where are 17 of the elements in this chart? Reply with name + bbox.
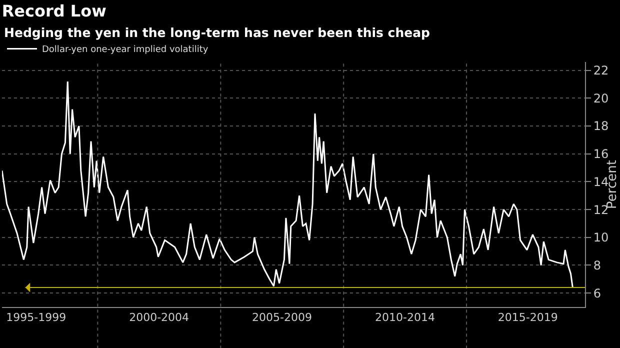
y-tick-label: 18 — [593, 119, 609, 134]
y-tick-label: 20 — [593, 91, 609, 106]
y-tick-label: 22 — [593, 64, 609, 78]
y-tick-label: 8 — [593, 258, 602, 272]
y-tick-label: 10 — [593, 230, 609, 245]
y-tick-label: 16 — [593, 147, 609, 162]
chart-subtitle: Hedging the yen in the long-term has never been this cheap — [4, 25, 430, 40]
chart-title: Record Low — [2, 1, 107, 20]
line-series — [2, 80, 574, 288]
y-tick-label: 6 — [593, 286, 602, 300]
x-tick-label: 2015-2019 — [498, 311, 558, 324]
legend-label: Dollar-yen one-year implied volatility — [42, 45, 209, 56]
x-tick-label: 1995-1999 — [6, 311, 66, 324]
x-tick-label: 2000-2004 — [129, 311, 190, 324]
x-tick-label: 2010-2014 — [374, 311, 435, 324]
y-tick-label: 14 — [593, 174, 609, 189]
x-tick-label: 2005-2009 — [252, 311, 312, 324]
